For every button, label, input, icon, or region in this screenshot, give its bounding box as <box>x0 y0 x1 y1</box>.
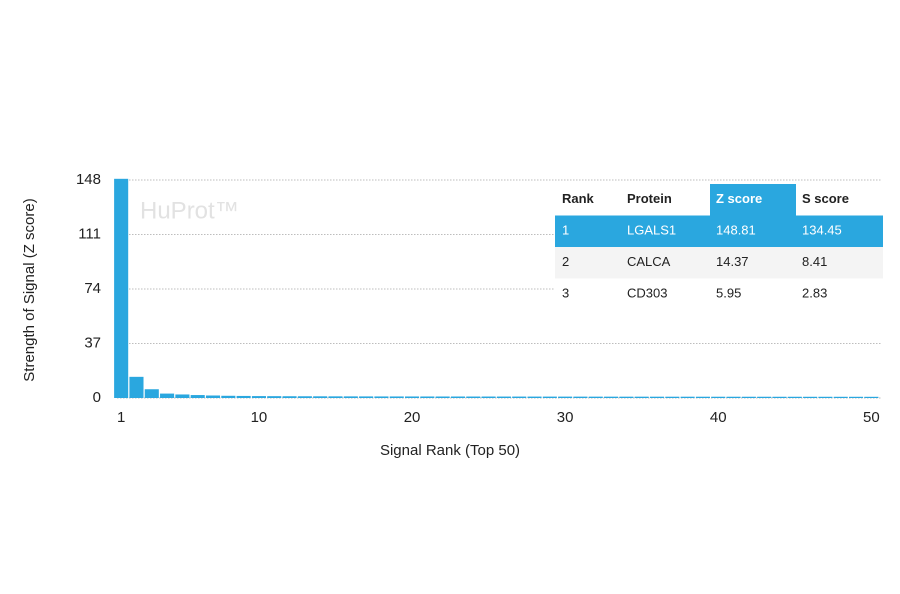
bar <box>512 396 527 398</box>
bar <box>129 376 144 398</box>
bar <box>588 396 603 398</box>
bar <box>649 396 665 398</box>
bar <box>175 394 190 398</box>
bar <box>527 396 542 398</box>
table-row <box>555 278 883 310</box>
bar <box>726 396 741 398</box>
bar <box>236 395 251 398</box>
table-cell: 148.81 <box>716 223 756 238</box>
bar <box>359 396 374 398</box>
y-tick-label: 74 <box>84 280 101 297</box>
table-cell: 2.83 <box>802 286 827 301</box>
bar <box>634 396 649 398</box>
table-cell: CD303 <box>627 286 667 301</box>
bar <box>435 396 450 398</box>
y-axis-label: Strength of Signal (Z score) <box>21 198 38 381</box>
table-cell: 14.37 <box>716 254 749 269</box>
bar <box>282 396 297 398</box>
bar <box>251 396 266 398</box>
bar <box>343 396 358 398</box>
bar <box>466 396 481 398</box>
table-header: Rank <box>562 191 595 206</box>
bar <box>450 396 466 398</box>
bar <box>848 396 864 398</box>
bar <box>144 389 159 398</box>
bar <box>558 396 573 398</box>
bar <box>573 396 588 398</box>
bar <box>374 396 389 398</box>
bar <box>328 396 343 398</box>
x-axis-label: Signal Rank (Top 50) <box>380 442 520 459</box>
y-tick-label: 111 <box>78 225 101 242</box>
bar <box>604 396 619 398</box>
bar <box>114 178 129 398</box>
x-tick-label: 10 <box>251 409 268 426</box>
bar <box>496 396 511 398</box>
x-tick-label: 30 <box>557 409 574 426</box>
table-header: Z score <box>716 191 762 206</box>
watermark: HuProt™ <box>140 197 239 224</box>
table-header: S score <box>802 191 849 206</box>
bar <box>864 396 879 398</box>
x-tick-label: 1 <box>117 409 125 426</box>
bar <box>405 396 420 398</box>
bar <box>757 396 772 398</box>
bar <box>221 395 236 398</box>
bar <box>665 396 680 398</box>
table-cell: 134.45 <box>802 223 842 238</box>
header-highlight <box>710 184 796 216</box>
x-tick-label: 50 <box>863 409 880 426</box>
bar <box>160 393 175 398</box>
x-tick-label: 40 <box>710 409 727 426</box>
bar <box>680 396 695 398</box>
y-tick-label: 0 <box>93 389 101 406</box>
bar <box>803 396 818 398</box>
bar <box>389 396 404 398</box>
table-row <box>555 215 883 247</box>
table-cell: 5.95 <box>716 286 741 301</box>
y-tick-label: 148 <box>76 171 101 188</box>
bar <box>772 396 787 398</box>
bar <box>787 396 802 398</box>
bar <box>711 396 726 398</box>
bar <box>205 395 221 398</box>
y-tick-label: 37 <box>84 334 101 351</box>
table-row <box>555 247 883 279</box>
bar <box>695 396 710 398</box>
bar <box>818 396 833 398</box>
bar <box>741 396 756 398</box>
bar <box>190 395 205 398</box>
bar <box>833 396 848 398</box>
table-header: Protein <box>627 191 672 206</box>
table-cell: 1 <box>562 223 569 238</box>
bar <box>619 396 634 398</box>
table-cell: LGALS1 <box>627 223 676 238</box>
table-cell: 8.41 <box>802 254 827 269</box>
bar <box>267 396 282 398</box>
bar <box>313 396 328 398</box>
x-tick-label: 20 <box>404 409 421 426</box>
bar <box>481 396 496 398</box>
bar <box>420 396 435 398</box>
table-cell: CALCA <box>627 254 671 269</box>
bar <box>297 396 312 398</box>
bar <box>542 396 557 398</box>
table-cell: 2 <box>562 254 569 269</box>
table-cell: 3 <box>562 286 569 301</box>
